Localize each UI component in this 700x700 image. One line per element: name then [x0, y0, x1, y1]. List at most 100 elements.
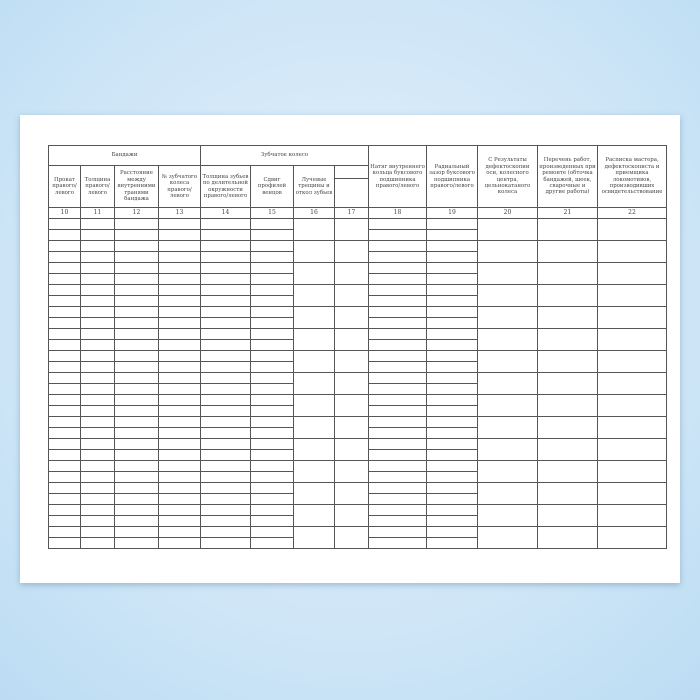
- entry-cell[interactable]: [114, 537, 159, 549]
- entry-cell[interactable]: [597, 284, 667, 307]
- entry-cell[interactable]: [477, 218, 538, 241]
- entry-cell[interactable]: [477, 240, 538, 263]
- entry-cell[interactable]: [48, 504, 81, 516]
- entry-cell[interactable]: [158, 273, 201, 285]
- entry-cell[interactable]: [334, 504, 369, 527]
- entry-cell[interactable]: [48, 306, 81, 318]
- entry-cell[interactable]: [200, 262, 251, 274]
- entry-cell[interactable]: [250, 504, 294, 516]
- entry-cell[interactable]: [477, 306, 538, 329]
- entry-cell[interactable]: [293, 284, 335, 307]
- entry-cell[interactable]: [80, 471, 115, 483]
- entry-cell[interactable]: [158, 438, 201, 450]
- entry-cell[interactable]: [114, 339, 159, 351]
- entry-cell[interactable]: [200, 504, 251, 516]
- entry-cell[interactable]: [200, 317, 251, 329]
- entry-cell[interactable]: [368, 482, 427, 494]
- entry-cell[interactable]: [80, 493, 115, 505]
- entry-cell[interactable]: [477, 394, 538, 417]
- entry-cell[interactable]: [597, 350, 667, 373]
- entry-cell[interactable]: [537, 416, 598, 439]
- entry-cell[interactable]: [48, 229, 81, 241]
- entry-cell[interactable]: [250, 526, 294, 538]
- entry-cell[interactable]: [597, 306, 667, 329]
- entry-cell[interactable]: [597, 394, 667, 417]
- entry-cell[interactable]: [80, 460, 115, 472]
- entry-cell[interactable]: [250, 405, 294, 417]
- entry-cell[interactable]: [477, 438, 538, 461]
- entry-cell[interactable]: [426, 273, 478, 285]
- entry-cell[interactable]: [368, 251, 427, 263]
- entry-cell[interactable]: [537, 482, 598, 505]
- entry-cell[interactable]: [200, 405, 251, 417]
- entry-cell[interactable]: [293, 350, 335, 373]
- entry-cell[interactable]: [368, 383, 427, 395]
- entry-cell[interactable]: [426, 383, 478, 395]
- entry-cell[interactable]: [48, 394, 81, 406]
- entry-cell[interactable]: [250, 482, 294, 494]
- entry-cell[interactable]: [200, 328, 251, 340]
- entry-cell[interactable]: [368, 372, 427, 384]
- entry-cell[interactable]: [426, 229, 478, 241]
- entry-cell[interactable]: [537, 372, 598, 395]
- entry-cell[interactable]: [158, 240, 201, 252]
- entry-cell[interactable]: [80, 350, 115, 362]
- entry-cell[interactable]: [597, 262, 667, 285]
- entry-cell[interactable]: [334, 240, 369, 263]
- entry-cell[interactable]: [114, 482, 159, 494]
- entry-cell[interactable]: [114, 460, 159, 472]
- entry-cell[interactable]: [334, 394, 369, 417]
- entry-cell[interactable]: [368, 537, 427, 549]
- entry-cell[interactable]: [80, 438, 115, 450]
- entry-cell[interactable]: [200, 438, 251, 450]
- entry-cell[interactable]: [426, 405, 478, 417]
- entry-cell[interactable]: [80, 273, 115, 285]
- entry-cell[interactable]: [250, 449, 294, 461]
- entry-cell[interactable]: [426, 515, 478, 527]
- entry-cell[interactable]: [114, 251, 159, 263]
- entry-cell[interactable]: [80, 218, 115, 230]
- entry-cell[interactable]: [158, 394, 201, 406]
- entry-cell[interactable]: [48, 262, 81, 274]
- entry-cell[interactable]: [114, 416, 159, 428]
- entry-cell[interactable]: [200, 229, 251, 241]
- entry-cell[interactable]: [200, 537, 251, 549]
- entry-cell[interactable]: [48, 449, 81, 461]
- entry-cell[interactable]: [80, 262, 115, 274]
- entry-cell[interactable]: [250, 427, 294, 439]
- entry-cell[interactable]: [426, 295, 478, 307]
- entry-cell[interactable]: [158, 493, 201, 505]
- entry-cell[interactable]: [158, 251, 201, 263]
- entry-cell[interactable]: [426, 328, 478, 340]
- entry-cell[interactable]: [250, 361, 294, 373]
- entry-cell[interactable]: [537, 350, 598, 373]
- entry-cell[interactable]: [537, 504, 598, 527]
- entry-cell[interactable]: [200, 394, 251, 406]
- entry-cell[interactable]: [293, 460, 335, 483]
- entry-cell[interactable]: [368, 350, 427, 362]
- entry-cell[interactable]: [426, 350, 478, 362]
- entry-cell[interactable]: [477, 482, 538, 505]
- entry-cell[interactable]: [537, 394, 598, 417]
- entry-cell[interactable]: [200, 427, 251, 439]
- entry-cell[interactable]: [158, 361, 201, 373]
- entry-cell[interactable]: [200, 295, 251, 307]
- entry-cell[interactable]: [158, 504, 201, 516]
- entry-cell[interactable]: [293, 416, 335, 439]
- entry-cell[interactable]: [368, 515, 427, 527]
- entry-cell[interactable]: [114, 394, 159, 406]
- entry-cell[interactable]: [426, 317, 478, 329]
- entry-cell[interactable]: [426, 449, 478, 461]
- entry-cell[interactable]: [334, 482, 369, 505]
- entry-cell[interactable]: [426, 262, 478, 274]
- entry-cell[interactable]: [250, 515, 294, 527]
- entry-cell[interactable]: [334, 526, 369, 549]
- entry-cell[interactable]: [368, 438, 427, 450]
- entry-cell[interactable]: [80, 317, 115, 329]
- entry-cell[interactable]: [537, 218, 598, 241]
- entry-cell[interactable]: [48, 218, 81, 230]
- entry-cell[interactable]: [80, 515, 115, 527]
- entry-cell[interactable]: [158, 306, 201, 318]
- entry-cell[interactable]: [48, 460, 81, 472]
- entry-cell[interactable]: [200, 449, 251, 461]
